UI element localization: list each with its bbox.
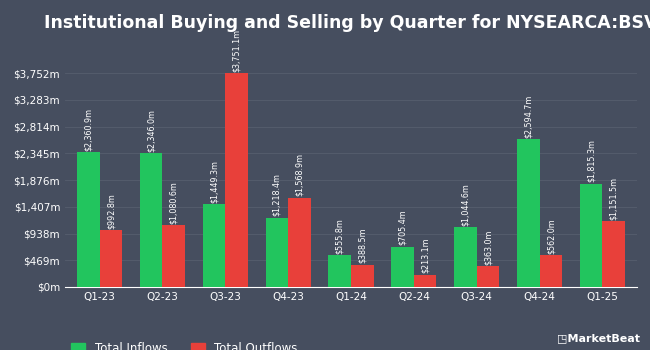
Legend: Total Inflows, Total Outflows: Total Inflows, Total Outflows bbox=[71, 342, 298, 350]
Text: $1,449.3m: $1,449.3m bbox=[209, 160, 218, 203]
Text: $555.8m: $555.8m bbox=[335, 218, 345, 254]
Text: $3,751.1m: $3,751.1m bbox=[232, 29, 241, 72]
Bar bbox=[162, 225, 185, 287]
Text: $363.0m: $363.0m bbox=[484, 229, 493, 265]
Text: ⁠◳⁠MarketBeat: ⁠◳⁠MarketBeat bbox=[557, 333, 640, 343]
Text: $1,568.9m: $1,568.9m bbox=[295, 153, 304, 196]
Text: $1,080.6m: $1,080.6m bbox=[169, 181, 178, 224]
Bar bbox=[328, 256, 351, 287]
Text: $1,044.6m: $1,044.6m bbox=[461, 183, 470, 226]
Text: $992.8m: $992.8m bbox=[107, 193, 116, 229]
Bar bbox=[454, 228, 476, 287]
Bar bbox=[391, 247, 414, 287]
Bar bbox=[540, 255, 562, 287]
Bar bbox=[203, 204, 226, 287]
Text: $2,594.7m: $2,594.7m bbox=[524, 94, 533, 138]
Bar bbox=[288, 198, 311, 287]
Bar bbox=[476, 266, 499, 287]
Text: $1,151.5m: $1,151.5m bbox=[609, 177, 618, 220]
Text: $388.5m: $388.5m bbox=[358, 228, 367, 264]
Text: $562.0m: $562.0m bbox=[547, 218, 555, 253]
Text: $213.1m: $213.1m bbox=[421, 238, 430, 273]
Text: $1,218.4m: $1,218.4m bbox=[272, 173, 281, 216]
Bar bbox=[226, 73, 248, 287]
Bar bbox=[99, 230, 122, 287]
Bar bbox=[603, 222, 625, 287]
Bar bbox=[351, 265, 374, 287]
Text: $705.4m: $705.4m bbox=[398, 210, 407, 245]
Bar bbox=[265, 218, 288, 287]
Bar bbox=[140, 153, 162, 287]
Bar bbox=[580, 183, 603, 287]
Text: $1,815.3m: $1,815.3m bbox=[586, 139, 595, 182]
Bar bbox=[77, 153, 99, 287]
Bar bbox=[414, 275, 437, 287]
Title: Institutional Buying and Selling by Quarter for NYSEARCA:BSV: Institutional Buying and Selling by Quar… bbox=[44, 14, 650, 32]
Bar bbox=[517, 139, 540, 287]
Text: $2,360.9m: $2,360.9m bbox=[84, 108, 93, 151]
Text: $2,346.0m: $2,346.0m bbox=[147, 109, 155, 152]
